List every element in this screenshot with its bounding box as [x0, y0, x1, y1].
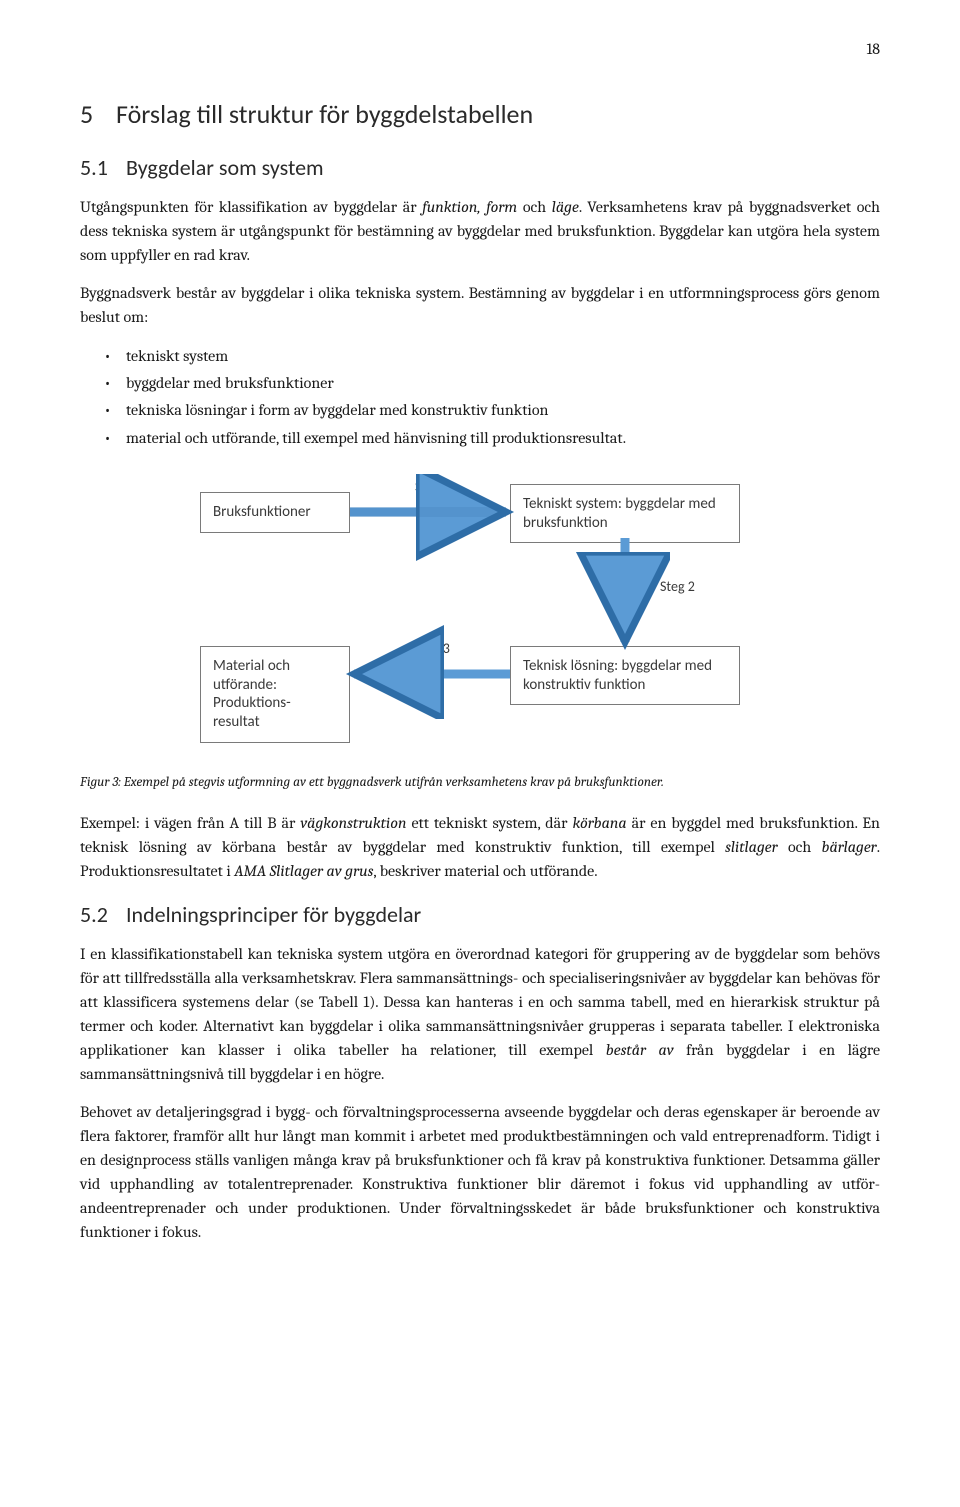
emphasis: vägkonstruktion: [300, 814, 406, 832]
diagram-box-material: Material och utförande: Produktions-resu…: [200, 646, 350, 743]
emphasis: AMA Slitlager av grus: [234, 862, 373, 880]
subsection-number: 5.2: [80, 901, 126, 928]
text: ett tekniskt system, där: [406, 814, 572, 832]
list-item: tekniska lösningar i form av byggdelar m…: [104, 397, 880, 424]
diagram-box-teknisk-losning: Teknisk lösning: byggdelar med konstrukt…: [510, 646, 740, 706]
paragraph: Behovet av detaljeringsgrad i bygg- och …: [80, 1100, 880, 1244]
text: Utgångspunkten för klassifikation av byg…: [80, 198, 422, 216]
emphasis: funktion, form: [422, 198, 517, 216]
subsection-title: Byggdelar som system: [126, 154, 324, 181]
section-number: 5: [80, 98, 116, 130]
emphasis: läge: [552, 198, 579, 216]
text: och: [778, 838, 822, 856]
paragraph: Exempel: i vägen från A till B är vägkon…: [80, 811, 880, 883]
subsection-heading-5-2: 5.2Indelningsprinciper för byggdelar: [80, 901, 880, 928]
section-heading-5: 5Förslag till struktur för byggdelstabel…: [80, 98, 880, 130]
diagram-label-steg-3: Steg 3: [415, 640, 450, 657]
diagram-box-bruksfunktioner: Bruksfunktioner: [200, 492, 350, 533]
subsection-number: 5.1: [80, 154, 126, 181]
text: Exempel: i vägen från A till B är: [80, 814, 300, 832]
page-number: 18: [80, 40, 880, 58]
text: och: [517, 198, 551, 216]
list-item: material och utförande, till exempel med…: [104, 425, 880, 452]
paragraph: Utgångspunkten för klassifikation av byg…: [80, 195, 880, 267]
emphasis: körbana: [572, 814, 626, 832]
list-item: tekniskt system: [104, 343, 880, 370]
paragraph: Byggnadsverk består av byggdelar i olika…: [80, 281, 880, 329]
subsection-heading-5-1: 5.1Byggdelar som system: [80, 154, 880, 181]
diagram-label-steg-2: Steg 2: [660, 578, 695, 595]
paragraph: I en klassifikationstabell kan tekniska …: [80, 942, 880, 1086]
diagram-label-steg-1: Steg 1: [415, 478, 450, 495]
list-item: byggdelar med bruksfunktioner: [104, 370, 880, 397]
subsection-title: Indelningsprinciper för byggdelar: [126, 901, 421, 928]
emphasis: bärlager: [822, 838, 877, 856]
emphasis: består av: [606, 1041, 674, 1059]
emphasis: slitlager: [725, 838, 778, 856]
text: , beskriver material och utförande.: [373, 862, 597, 880]
process-diagram: Bruksfunktioner Tekniskt system: byggdel…: [200, 474, 760, 754]
figure-caption: Figur 3: Exempel på stegvis utformning a…: [80, 774, 880, 793]
bullet-list: tekniskt system byggdelar med bruksfunkt…: [104, 343, 880, 452]
section-title: Förslag till struktur för byggdelstabell…: [116, 98, 533, 130]
diagram-box-tekniskt-system: Tekniskt system: byggdelar med bruksfunk…: [510, 484, 740, 544]
